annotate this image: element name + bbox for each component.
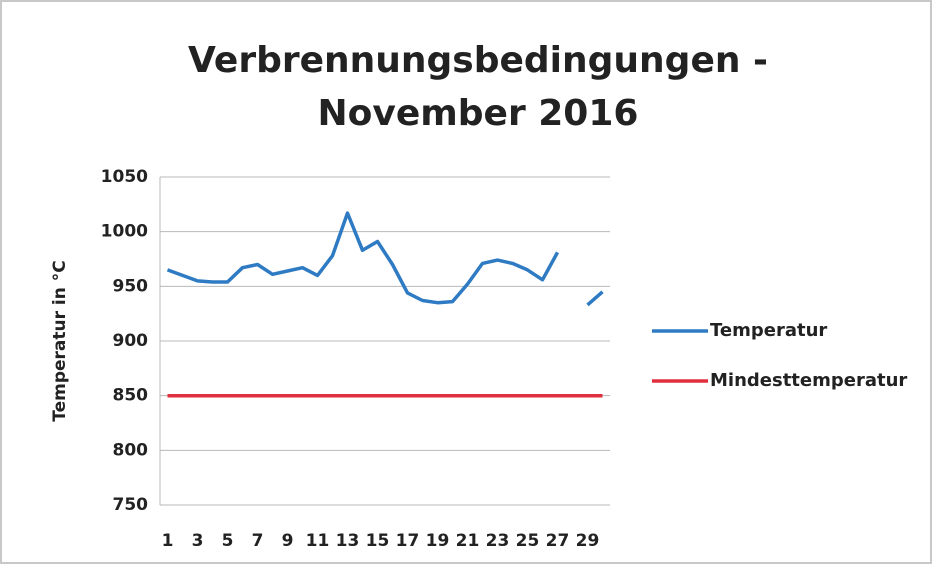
x-tick-label: 7 xyxy=(252,531,264,551)
x-tick-label: 27 xyxy=(546,531,570,551)
y-tick-label: 1050 xyxy=(101,167,148,187)
x-tick-label: 25 xyxy=(516,531,540,551)
legend-label: Mindesttemperatur xyxy=(710,370,907,391)
chart-title: Verbrennungsbedingungen - xyxy=(188,40,768,81)
y-tick-label: 1000 xyxy=(101,222,148,242)
x-tick-label: 5 xyxy=(222,531,234,551)
y-tick-label: 950 xyxy=(113,276,149,296)
x-tick-label: 23 xyxy=(486,531,510,551)
legend-label: Temperatur xyxy=(710,320,827,341)
x-tick-label: 29 xyxy=(576,531,600,551)
x-tick-label: 3 xyxy=(192,531,204,551)
x-tick-label: 11 xyxy=(306,531,330,551)
x-tick-label: 15 xyxy=(366,531,390,551)
y-tick-label: 800 xyxy=(113,440,149,460)
x-tick-label: 13 xyxy=(336,531,360,551)
x-tick-label: 9 xyxy=(282,531,294,551)
y-tick-label: 850 xyxy=(113,386,149,406)
x-tick-label: 19 xyxy=(426,531,450,551)
chart-title: November 2016 xyxy=(318,93,639,134)
y-tick-label: 900 xyxy=(113,331,149,351)
data-line xyxy=(166,211,604,307)
y-axis-title: Temperatur in °C xyxy=(50,260,70,422)
y-tick-label: 750 xyxy=(113,495,149,515)
x-tick-label: 17 xyxy=(396,531,420,551)
x-tick-label: 1 xyxy=(162,531,174,551)
x-tick-label: 21 xyxy=(456,531,480,551)
